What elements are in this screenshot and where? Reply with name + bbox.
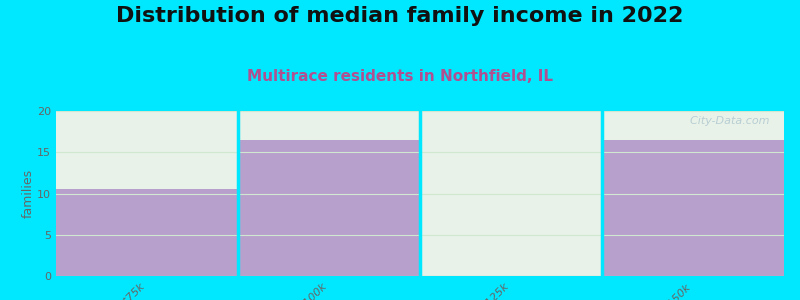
- Y-axis label: families: families: [22, 169, 34, 218]
- Bar: [420, 111, 602, 276]
- Bar: [238, 111, 420, 140]
- Text: Multirace residents in Northfield, IL: Multirace residents in Northfield, IL: [247, 69, 553, 84]
- Text: City-Data.com: City-Data.com: [683, 116, 770, 126]
- Bar: [602, 140, 784, 276]
- Bar: [56, 189, 238, 276]
- Text: Distribution of median family income in 2022: Distribution of median family income in …: [116, 6, 684, 26]
- Bar: [602, 111, 784, 140]
- Bar: [238, 140, 420, 276]
- Bar: [56, 111, 238, 189]
